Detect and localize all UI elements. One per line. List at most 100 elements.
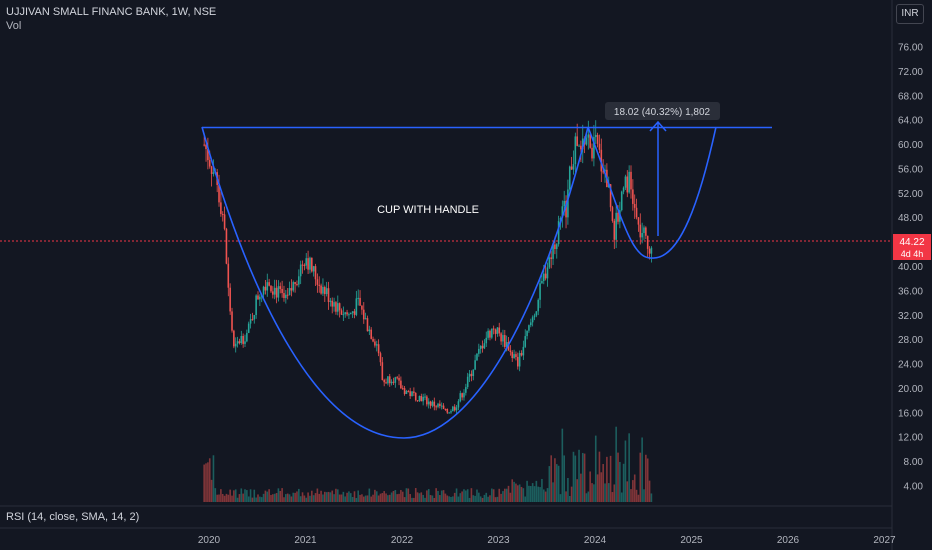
volume-bar [277, 488, 280, 502]
x-tick-label: 2027 [873, 535, 896, 546]
volume-bar [401, 491, 404, 502]
volume-bar [268, 489, 270, 502]
y-tick-label: 76.00 [898, 43, 923, 54]
handle-curve[interactable] [587, 126, 717, 259]
volume-bar [318, 493, 321, 502]
volume-bar [466, 489, 469, 502]
volume-bar [461, 491, 463, 502]
candle-body [362, 309, 365, 320]
time-axis[interactable]: 2020 2021 2022 2023 2024 2025 2026 2027 [198, 535, 896, 546]
volume-bar [218, 494, 220, 502]
volume-bar [307, 492, 309, 502]
volume-bar [511, 479, 514, 502]
candle-body [620, 191, 623, 211]
candle-body [517, 356, 519, 367]
candle-body [388, 376, 391, 384]
volume-bar [281, 488, 283, 502]
candle-body [400, 380, 402, 389]
volume-bar [637, 494, 640, 502]
candle-body [479, 345, 482, 349]
volume-bar [513, 481, 515, 502]
volume-bar [487, 496, 489, 502]
candle-body [253, 315, 256, 320]
volume-bar [537, 486, 540, 502]
volume-bar [465, 490, 467, 502]
x-tick-label: 2024 [584, 535, 607, 546]
candle-body [422, 396, 424, 402]
volume-bar [279, 490, 282, 502]
volume-bar [539, 487, 541, 502]
candle-body [524, 336, 527, 347]
volume-bar [602, 464, 604, 502]
candle-body [498, 327, 501, 334]
volume-label: Vol [6, 20, 22, 32]
candle-body [459, 393, 462, 402]
volume-bar [221, 493, 224, 502]
volume-bar [529, 486, 532, 502]
volume-bar [630, 489, 632, 502]
candle-body [296, 283, 298, 285]
candle-body [301, 264, 304, 266]
volume-bar [283, 497, 285, 502]
candle-body [231, 311, 233, 331]
candle-body [233, 330, 235, 347]
candle-body [344, 312, 347, 315]
candle-body [357, 297, 360, 299]
volume-bar [633, 474, 636, 502]
volume-bar [210, 479, 213, 502]
volume-bar [452, 496, 454, 502]
price-axis[interactable]: 4.00 8.00 12.00 16.00 20.00 24.00 28.00 32.00 36… [898, 43, 923, 493]
volume-bar [492, 489, 495, 502]
volume-bar [331, 490, 334, 502]
candle-body [567, 189, 569, 218]
volume-bar [617, 452, 619, 502]
volume-bar [611, 492, 614, 502]
x-tick-label: 2025 [680, 535, 703, 546]
candle-body [529, 322, 532, 326]
volume-bar [479, 496, 482, 502]
volume-bar [546, 488, 549, 502]
candle-body [329, 300, 332, 302]
volume-bar [299, 496, 302, 502]
candle-body [552, 244, 554, 259]
candle-body [392, 381, 395, 383]
volume-bar [531, 483, 534, 502]
candle-body [314, 266, 317, 280]
volume-bar [212, 455, 215, 502]
candle-body [581, 138, 584, 150]
volume-bar [522, 488, 525, 502]
candle-body [225, 228, 228, 264]
candle-body [478, 348, 480, 354]
y-tick-label: 28.00 [898, 335, 923, 346]
volume-bar [234, 489, 237, 502]
volume-bar [431, 495, 434, 502]
volume-bar [591, 483, 593, 502]
candle-body [622, 187, 625, 192]
candle-body [646, 235, 649, 249]
volume-bar [433, 497, 436, 502]
candle-body [613, 220, 616, 240]
volume-bar [468, 497, 471, 502]
candle-body [324, 286, 326, 295]
candle-body [594, 134, 597, 138]
currency-button[interactable]: INR [896, 4, 924, 24]
volume-bar [581, 452, 584, 502]
volume-bar [589, 471, 591, 502]
volume-bar [374, 489, 376, 502]
volume-bar [578, 449, 580, 502]
candle-body [509, 350, 512, 353]
volume-bar [247, 496, 250, 502]
candle-body [372, 338, 374, 342]
candle-body [554, 244, 556, 249]
volume-bar [403, 497, 406, 502]
volume-bar [416, 492, 419, 502]
volume-bar [596, 474, 599, 502]
cup-curve[interactable] [201, 126, 589, 439]
volume-bar [554, 458, 556, 502]
rsi-label[interactable]: RSI (14, close, SMA, 14, 2) [6, 511, 140, 523]
volume-bar [435, 488, 437, 502]
candle-body [518, 353, 521, 367]
arrow-head-icon [649, 120, 667, 132]
candle-body [570, 166, 573, 170]
